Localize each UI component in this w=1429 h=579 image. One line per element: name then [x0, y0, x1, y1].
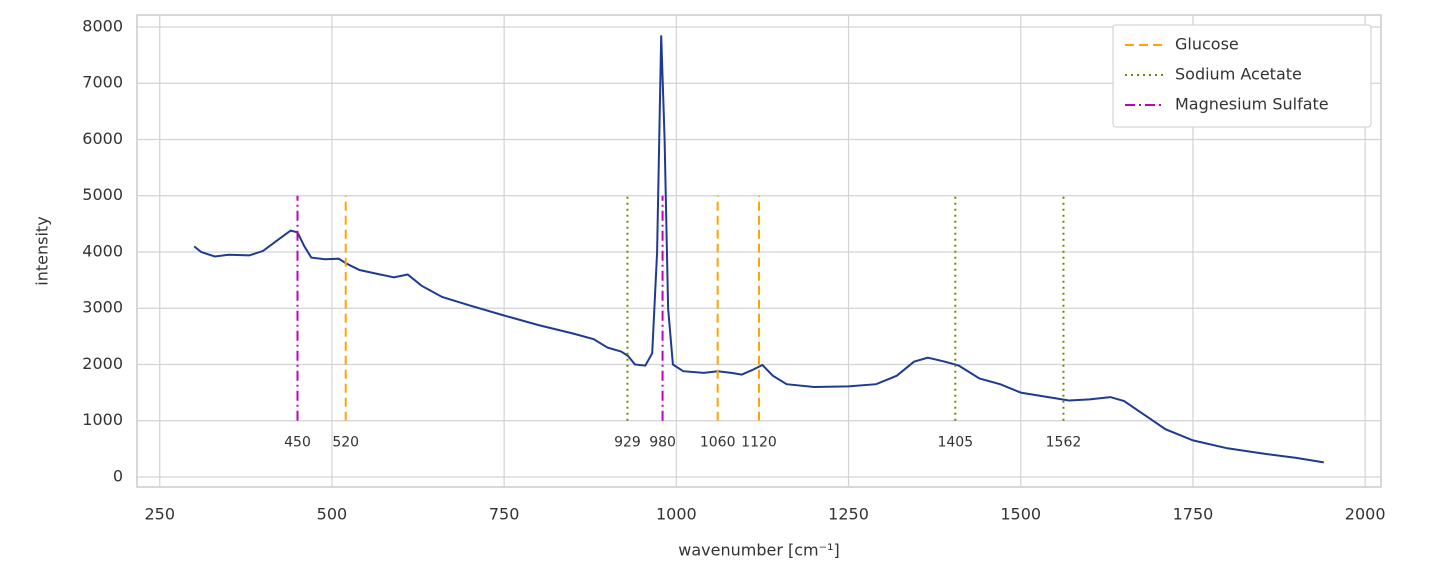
marker-label: 929 [614, 435, 641, 451]
x-tick-label: 500 [317, 505, 348, 524]
marker-label: 1562 [1046, 435, 1082, 451]
y-tick-label: 1000 [82, 410, 123, 429]
y-tick-label: 5000 [82, 185, 123, 204]
x-tick-label: 250 [144, 505, 175, 524]
y-tick-label: 4000 [82, 241, 123, 260]
x-tick-label: 1000 [656, 505, 697, 524]
marker-label: 450 [284, 435, 311, 451]
legend-label: Sodium Acetate [1175, 65, 1302, 84]
y-tick-label: 7000 [82, 73, 123, 92]
y-tick-label: 6000 [82, 129, 123, 148]
x-tick-label: 1750 [1173, 505, 1214, 524]
legend-label: Magnesium Sulfate [1175, 95, 1329, 114]
y-axis-label: intensity [33, 216, 52, 285]
y-tick-label: 8000 [82, 16, 123, 35]
legend: Glucose Sodium Acetate Magnesium Sulfate [1112, 24, 1372, 128]
marker-label: 1405 [937, 435, 973, 451]
x-tick-label: 750 [489, 505, 520, 524]
spectrum-line [193, 35, 1324, 464]
y-tick-label: 3000 [82, 298, 123, 317]
marker-label: 980 [649, 435, 676, 451]
legend-label: Glucose [1175, 35, 1239, 54]
marker-label: 520 [332, 435, 359, 451]
x-tick-label: 2000 [1345, 505, 1386, 524]
y-tick-label: 0 [113, 466, 123, 485]
x-tick-label: 1250 [828, 505, 869, 524]
marker-label: 1120 [741, 435, 777, 451]
marker-label: 1060 [700, 435, 736, 451]
y-tick-label: 2000 [82, 354, 123, 373]
x-tick-label: 1500 [1000, 505, 1041, 524]
legend-box [1112, 24, 1372, 128]
x-axis-label: wavenumber [cm⁻¹] [678, 541, 839, 560]
